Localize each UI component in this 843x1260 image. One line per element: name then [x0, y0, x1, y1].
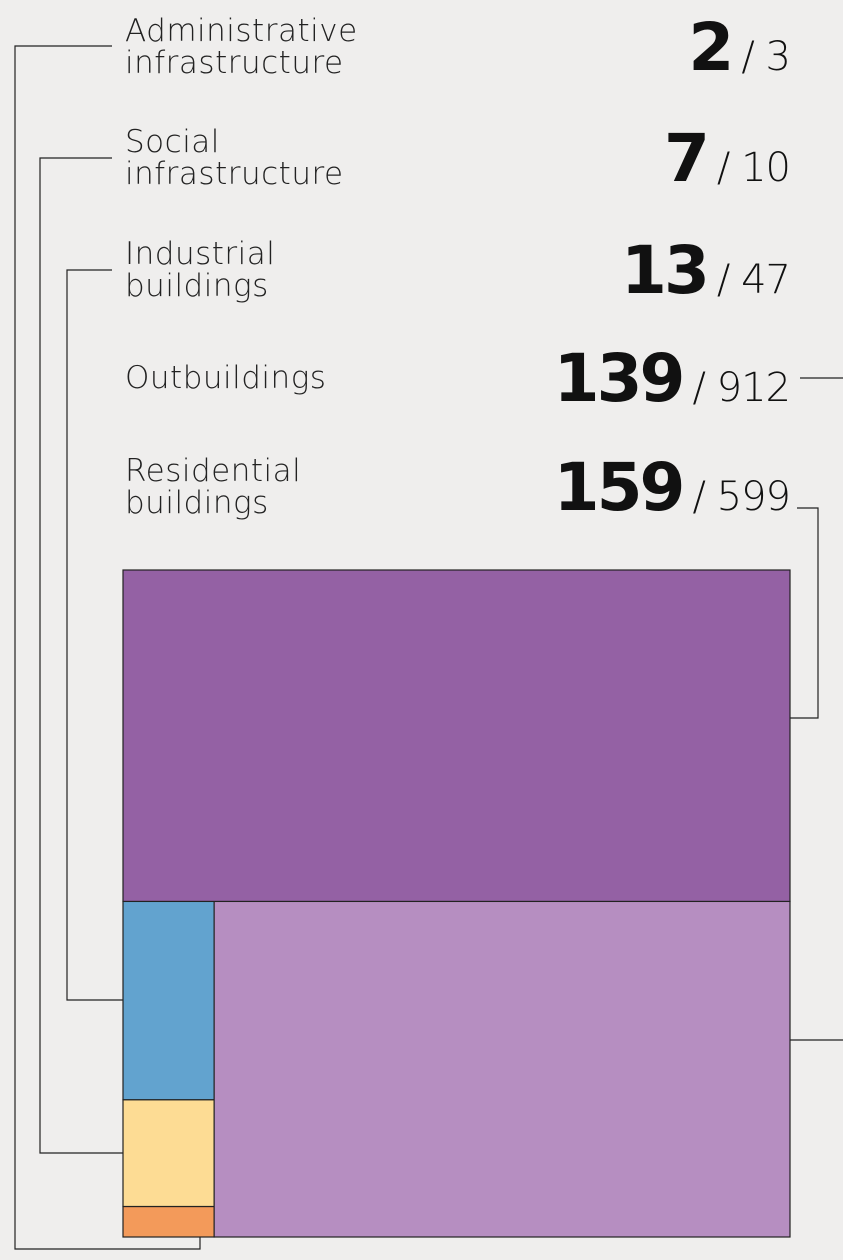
category-label: Industrial buildings [125, 236, 276, 304]
separator: / [692, 364, 706, 411]
total-label: / 47 [716, 256, 791, 303]
separator: / [716, 144, 731, 191]
connector [14, 45, 201, 1250]
connector [790, 507, 819, 719]
legend-row: Residential buildings 159/ 599 [125, 448, 791, 526]
value-label: 13 [621, 231, 710, 309]
total-label: / 599 [692, 473, 791, 520]
treemap-cell [122, 1205, 215, 1238]
treemap-cell [122, 569, 791, 903]
figure: 139/ 912 [553, 339, 791, 417]
total-label: / 3 [741, 33, 791, 80]
treemap-cell [122, 900, 215, 1101]
legend-row: Industrial buildings 13/ 47 [125, 231, 791, 309]
treemap-cell [122, 1099, 215, 1208]
treemap-cell [213, 900, 791, 1238]
category-label: Administrative infrastructure [125, 13, 358, 81]
connectors [14, 45, 843, 1250]
total: 912 [716, 364, 791, 411]
value-label: 2 [688, 8, 734, 86]
legend-row: Social infrastructure 7/ 10 [125, 119, 791, 197]
total: 3 [765, 33, 791, 80]
category-label: Residential buildings [125, 453, 302, 521]
figure: 7/ 10 [663, 119, 791, 197]
total: 47 [741, 256, 791, 303]
connector [66, 269, 123, 1001]
category-label: Social infrastructure [125, 124, 344, 192]
legend-row: Outbuildings 139/ 912 [125, 339, 791, 417]
figure: 13/ 47 [621, 231, 791, 309]
figure: 2/ 3 [688, 8, 791, 86]
total-label: / 10 [716, 144, 791, 191]
total-label: / 912 [692, 364, 791, 411]
legend-row: Administrative infrastructure 2/ 3 [125, 8, 791, 86]
total: 10 [741, 144, 791, 191]
category-label: Outbuildings [125, 360, 327, 396]
separator: / [692, 473, 706, 520]
connector [39, 157, 123, 1154]
value-label: 7 [663, 119, 710, 197]
separator: / [716, 256, 731, 303]
value-label: 139 [553, 339, 686, 417]
separator: / [741, 33, 755, 80]
total: 599 [716, 473, 791, 520]
value-label: 159 [553, 448, 686, 526]
figure: 159/ 599 [553, 448, 791, 526]
